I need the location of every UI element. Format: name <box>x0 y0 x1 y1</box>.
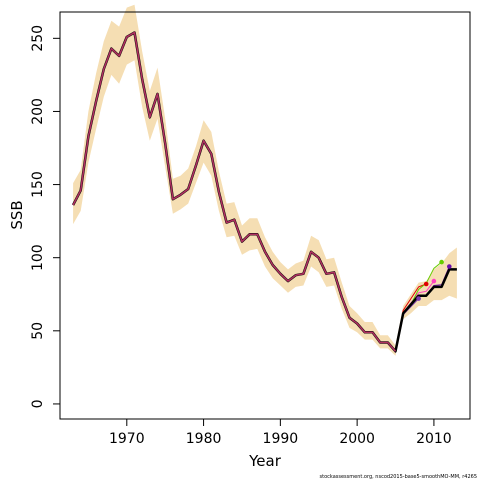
retro-peel-line <box>72 31 442 353</box>
x-tick-label: 1980 <box>186 431 222 447</box>
retro-peel-line <box>72 31 435 353</box>
ssb-line-layer <box>71 31 457 353</box>
y-axis: 0 50 100 150 200 250 <box>30 25 61 408</box>
x-tick-label: 1990 <box>263 431 299 447</box>
y-tick-label: 50 <box>30 322 46 340</box>
retro-peel-point <box>423 281 429 287</box>
y-tick-label: 150 <box>30 171 46 198</box>
retro-peel-point <box>416 296 421 301</box>
retro-peel-layer <box>72 31 450 354</box>
y-tick-label: 200 <box>30 98 46 125</box>
ssb-line <box>71 31 457 353</box>
confidence-band <box>73 4 457 356</box>
x-tick-label: 1970 <box>109 431 145 447</box>
y-tick-label: 0 <box>30 399 46 408</box>
retro-peel-line <box>72 31 450 353</box>
x-tick-label: 2010 <box>416 431 452 447</box>
retro-peel-point <box>439 259 444 265</box>
retro-peel-line <box>72 31 427 353</box>
y-tick-label: 100 <box>30 244 46 271</box>
confidence-band-layer <box>73 4 457 356</box>
retro-point-layer <box>416 259 452 301</box>
retro-peel-point <box>447 264 452 269</box>
retro-peel-line <box>72 31 419 354</box>
y-axis-label: SSB <box>8 200 26 229</box>
y-tick-label: 250 <box>30 25 46 52</box>
x-tick-label: 2000 <box>339 431 375 447</box>
retro-peel-point <box>431 278 437 284</box>
footer-note: stockassessment.org, nscod2015-base5-smo… <box>320 474 477 480</box>
retro-overlay-line <box>72 31 397 352</box>
x-axis-label: Year <box>248 452 282 470</box>
x-axis: 1970 1980 1990 2000 2010 <box>109 418 452 447</box>
